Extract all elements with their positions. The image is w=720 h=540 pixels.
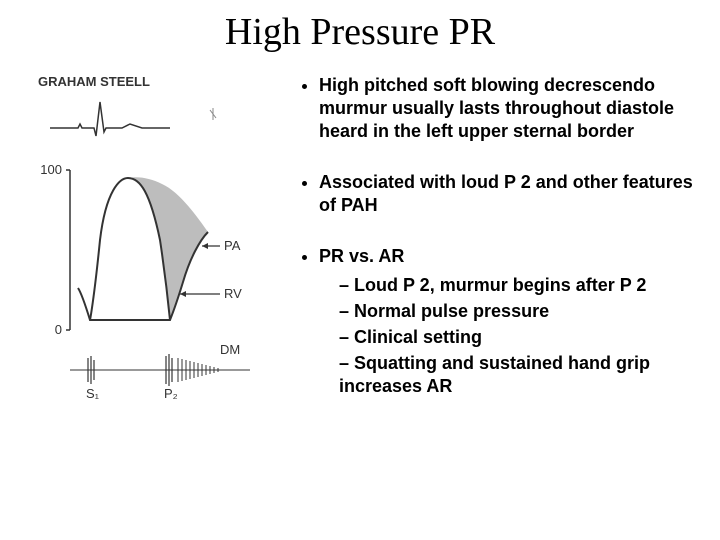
rv-label: RV [224, 286, 242, 301]
dm-label: DM [220, 342, 240, 357]
bullet-list: High pitched soft blowing decrescendo mu… [295, 74, 700, 398]
graham-steell-label: GRAHAM STEELL [38, 74, 150, 89]
bullet-item: Associated with loud P 2 and other featu… [319, 171, 700, 217]
y-bottom-label: 0 [55, 322, 62, 337]
bullet-item: PR vs. AR Loud P 2, murmur begins after … [319, 245, 700, 398]
content-row: GRAHAM STEELL 100 0 [0, 60, 720, 495]
pressure-diagram: GRAHAM STEELL 100 0 [20, 70, 275, 490]
sub-bullet-item: Squatting and sustained hand grip increa… [339, 352, 700, 398]
pressure-plot: 100 0 PA RV [40, 162, 242, 337]
artifact-mark [210, 108, 216, 120]
slide: High Pressure PR GRAHAM STEELL [0, 0, 720, 540]
sub-bullet-list: Loud P 2, murmur begins after P 2 Normal… [319, 274, 700, 398]
ecg-trace [50, 102, 170, 136]
pa-label: PA [224, 238, 241, 253]
bullet-text: High pitched soft blowing decrescendo mu… [319, 75, 674, 141]
phono-row: DM S₁ P₂ [70, 342, 250, 401]
bullet-text: Associated with loud P 2 and other featu… [319, 172, 693, 215]
diagram-column: GRAHAM STEELL 100 0 [20, 60, 275, 495]
bullet-text: PR vs. AR [319, 246, 404, 266]
sub-bullet-item: Clinical setting [339, 326, 700, 349]
text-column: High pitched soft blowing decrescendo mu… [275, 60, 700, 495]
sub-bullet-item: Normal pulse pressure [339, 300, 700, 323]
slide-title: High Pressure PR [0, 0, 720, 60]
sub-bullet-item: Loud P 2, murmur begins after P 2 [339, 274, 700, 297]
bullet-item: High pitched soft blowing decrescendo mu… [319, 74, 700, 143]
s1-label: S₁ [86, 386, 100, 401]
y-top-label: 100 [40, 162, 62, 177]
p2-label: P₂ [164, 386, 178, 401]
